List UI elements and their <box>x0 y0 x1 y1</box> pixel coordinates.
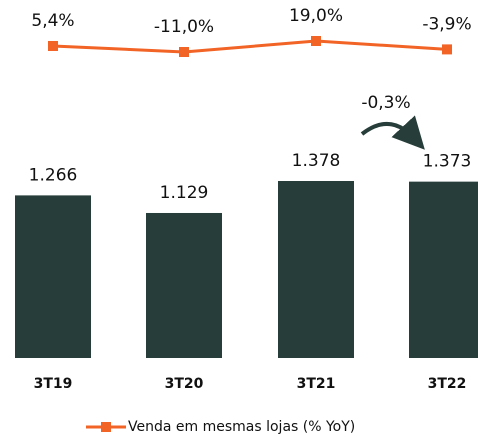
line <box>52 39 448 54</box>
line-marker <box>179 47 189 57</box>
bar-value-label: 1.129 <box>160 183 209 203</box>
x-tick-label: 3T19 <box>34 376 73 392</box>
x-tick-label: 3T20 <box>165 376 204 392</box>
x-tick-label: 3T22 <box>428 376 467 392</box>
line-value-label: -3,9% <box>422 14 471 34</box>
bar <box>146 212 222 358</box>
bar <box>278 181 354 358</box>
line-value-label: -11,0% <box>154 17 214 37</box>
bar-value-label: 1.378 <box>292 151 341 171</box>
line-value-label: 19,0% <box>289 6 343 26</box>
annotation-arrow <box>360 115 425 150</box>
bar <box>409 181 478 358</box>
bar <box>15 195 91 358</box>
line-marker <box>48 40 58 51</box>
legend-label: Venda em mesmas lojas (% YoY) <box>128 419 355 435</box>
x-tick-label: 3T21 <box>297 376 336 392</box>
line-marker <box>311 36 321 46</box>
bar-value-label: 1.266 <box>29 165 78 185</box>
legend-marker <box>101 422 111 432</box>
annotation: -0,3% <box>361 93 410 113</box>
line-value-label: 5,4% <box>31 11 74 31</box>
bar-value-label: 1.373 <box>423 152 472 172</box>
line-marker <box>442 44 452 55</box>
